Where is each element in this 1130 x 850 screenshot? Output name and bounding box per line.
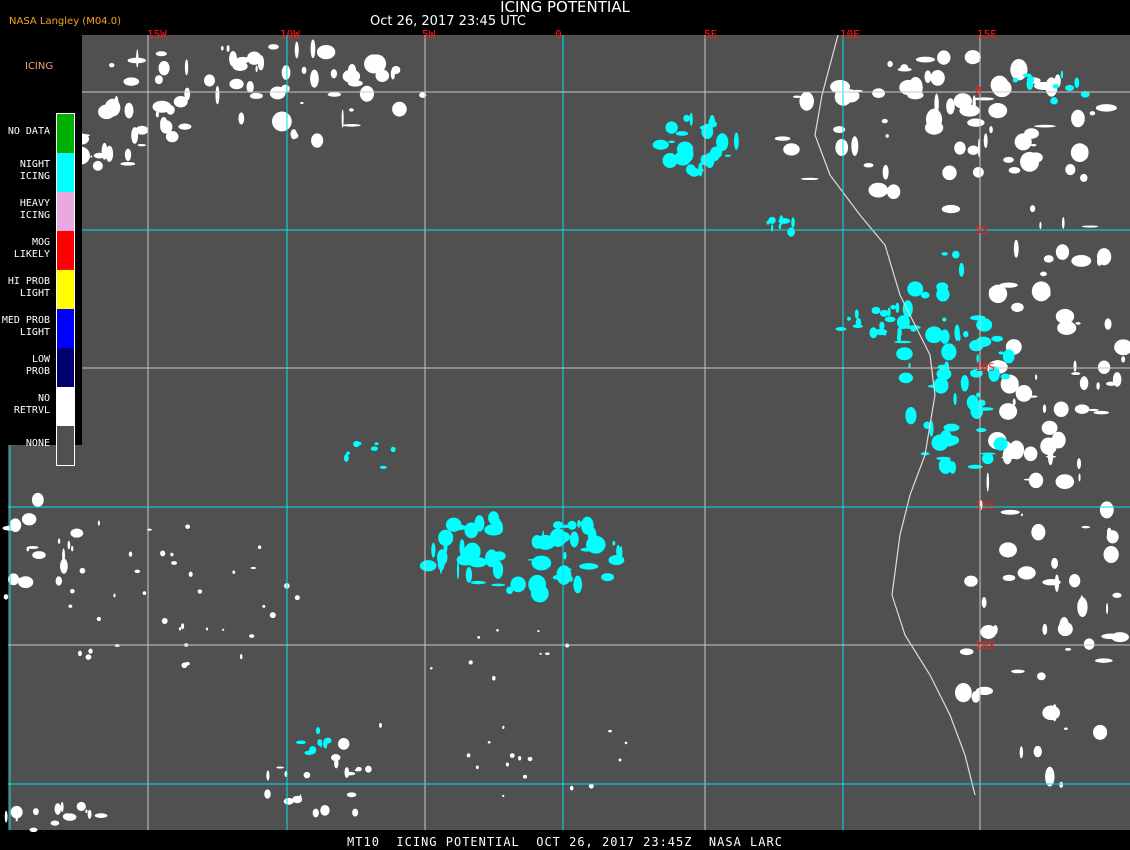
- map-datetime: Oct 26, 2017 23:45 UTC: [370, 14, 526, 29]
- source-label: NASA Langley (M04.0): [9, 16, 121, 27]
- legend-label: HEAVY ICING: [19, 198, 50, 221]
- footer-caption: MT10 ICING POTENTIAL OCT 26, 2017 23:45Z…: [347, 835, 783, 849]
- latitude-label: 20S: [975, 639, 995, 652]
- latitude-label: 5S: [975, 224, 989, 237]
- legend-label: LOW PROB: [25, 354, 50, 377]
- latitude-label: 0: [975, 84, 982, 97]
- legend-swatch: [57, 192, 74, 231]
- map-title: ICING POTENTIAL: [500, 0, 630, 16]
- latitude-label: 15S: [975, 499, 995, 512]
- legend: ICING NO DATA NIGHT ICING HEAVY ICING MOG L…: [0, 35, 82, 466]
- longitude-label: 5E: [704, 28, 718, 41]
- longitude-label: 10W: [280, 28, 300, 41]
- legend-swatch: [57, 348, 74, 387]
- legend-swatch: [57, 231, 74, 270]
- legend-label: HI PROB LIGHT: [7, 276, 50, 299]
- latitude-label: 10S: [975, 361, 995, 374]
- longitude-label: 5W: [422, 28, 436, 41]
- legend-swatch: [57, 114, 74, 153]
- icing-map: [2, 35, 1130, 832]
- legend-color-bar: [56, 113, 75, 466]
- legend-label: MOG LIKELY: [13, 237, 50, 260]
- longitude-label: 15W: [147, 28, 167, 41]
- legend-label: NONE: [25, 438, 50, 449]
- legend-label: NIGHT ICING: [19, 159, 50, 182]
- legend-swatch: [57, 426, 74, 465]
- legend-label: NO DATA: [7, 126, 50, 137]
- legend-label: MED PROB LIGHT: [1, 315, 50, 338]
- legend-swatch: [57, 153, 74, 192]
- longitude-label: 0: [555, 28, 562, 41]
- legend-label: NO RETRVL: [13, 393, 50, 416]
- legend-title: ICING: [25, 61, 54, 72]
- legend-swatch: [57, 270, 74, 309]
- legend-swatch: [57, 387, 74, 426]
- legend-swatch: [57, 309, 74, 348]
- icing-layer: [295, 70, 1090, 756]
- longitude-label: 15E: [977, 28, 997, 41]
- coastline: [814, 35, 976, 796]
- longitude-label: 10E: [840, 28, 860, 41]
- lat-lon-grid: [8, 35, 1130, 830]
